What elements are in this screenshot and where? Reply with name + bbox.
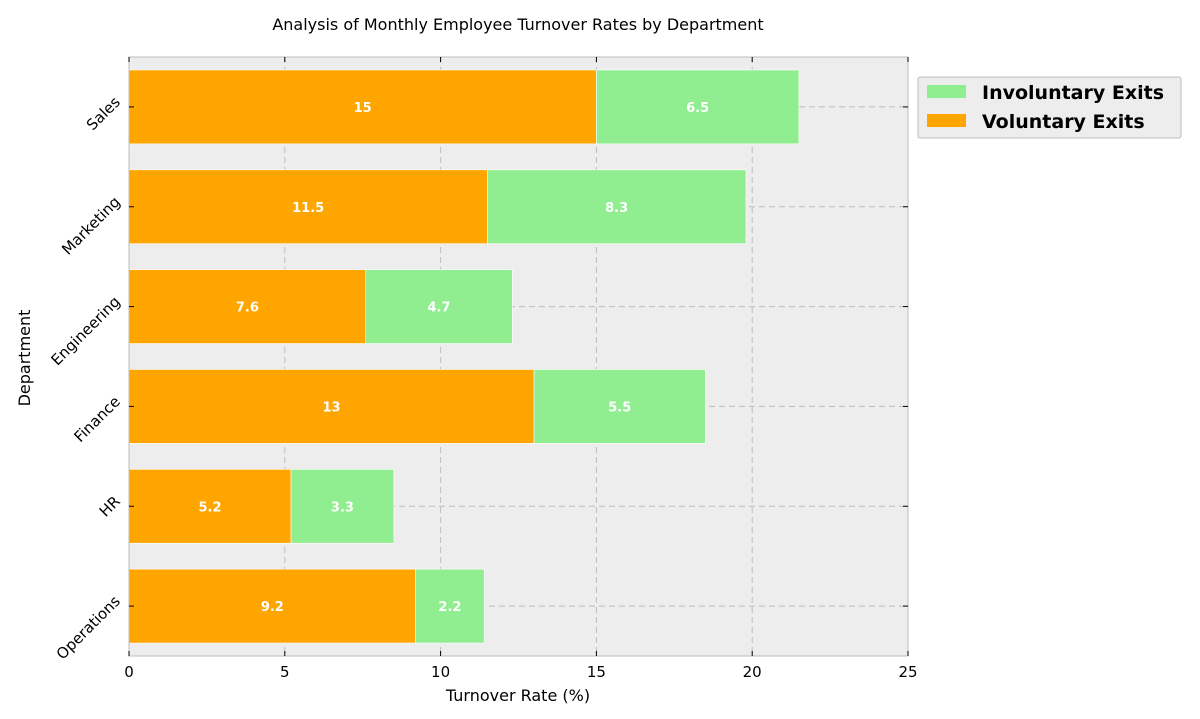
bar-value-label: 4.7 [428, 301, 451, 316]
legend-label-involuntary: Involuntary Exits [982, 82, 1164, 104]
y-tick-label: Finance [71, 393, 124, 446]
bar-value-label: 15 [354, 101, 372, 116]
bar-value-label: 7.6 [236, 301, 259, 316]
legend-box [917, 76, 1182, 139]
x-tick-label: 20 [743, 663, 762, 681]
y-tick-label: Sales [83, 93, 124, 134]
legend-label-voluntary: Voluntary Exits [982, 111, 1145, 133]
y-tick-label: Marketing [58, 193, 124, 259]
legend-swatch-involuntary [927, 85, 966, 98]
bar-voluntary [128, 269, 367, 344]
bar-value-label: 9.2 [261, 600, 284, 615]
bar-voluntary [128, 469, 292, 544]
plot-background [129, 57, 908, 656]
y-tick-label: Engineering [47, 293, 123, 369]
chart-title: Analysis of Monthly Employee Turnover Ra… [272, 15, 763, 34]
x-tick-label: 15 [587, 663, 606, 681]
bar-involuntary [487, 169, 747, 244]
bar-value-label: 2.2 [438, 600, 461, 615]
bar-voluntary [128, 169, 488, 244]
bar-value-label: 13 [322, 400, 340, 415]
y-tick-label: Operations [53, 592, 124, 663]
x-tick-label: 10 [431, 663, 450, 681]
bar-involuntary [415, 568, 485, 644]
x-tick-label: 5 [280, 663, 290, 681]
bar-voluntary [128, 69, 597, 145]
legend-swatch-voluntary [927, 114, 966, 127]
bar-value-label: 6.5 [686, 101, 709, 116]
bar-value-label: 5.2 [199, 500, 222, 515]
bar-involuntary [365, 269, 513, 344]
bar-value-label: 11.5 [292, 201, 324, 216]
bar-value-label: 8.3 [605, 201, 628, 216]
x-axis-label: Turnover Rate (%) [445, 686, 590, 705]
legend: Involuntary Exits Voluntary Exits [917, 76, 1182, 139]
plot-frame [128, 56, 909, 657]
bar-involuntary [596, 69, 800, 145]
y-tick-label: HR [96, 492, 124, 520]
bar-involuntary [290, 469, 395, 544]
bar-involuntary [533, 369, 706, 444]
x-tick-label: 25 [898, 663, 917, 681]
x-tick-label: 0 [124, 663, 134, 681]
bar-voluntary [128, 568, 416, 644]
bar-voluntary [128, 369, 535, 444]
bar-value-label: 5.5 [608, 400, 631, 415]
y-axis-label: Department [15, 310, 34, 407]
bar-value-label: 3.3 [331, 500, 354, 515]
bars: 15 6.5 11.5 8.3 7.6 4.7 13 5.5 5.2 3.3 9.2 2.2 [128, 69, 800, 644]
